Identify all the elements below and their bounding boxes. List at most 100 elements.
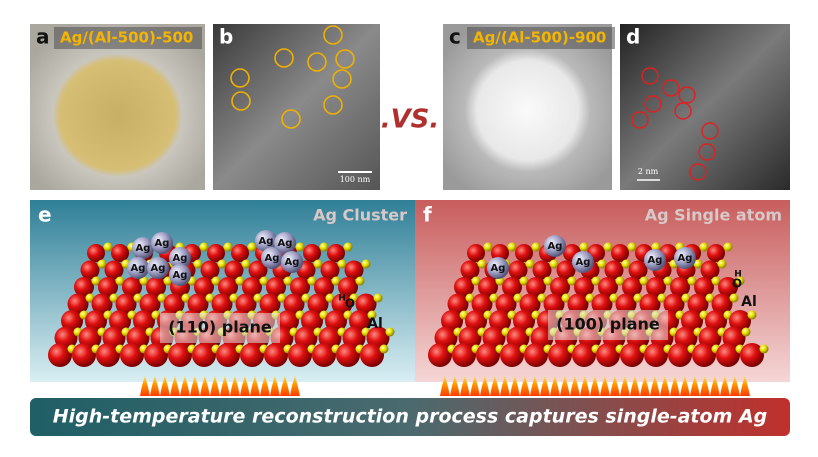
panel-letter: c bbox=[449, 25, 461, 49]
o-atom bbox=[687, 276, 697, 286]
al-o-atom bbox=[48, 343, 72, 367]
al-o-atom bbox=[471, 293, 493, 315]
al-o-atom bbox=[168, 343, 192, 367]
al-o-atom bbox=[109, 310, 131, 332]
atom-label: Ag bbox=[678, 253, 693, 264]
o-atom bbox=[97, 259, 107, 269]
atom-label: Ag bbox=[136, 243, 151, 254]
flame bbox=[220, 376, 230, 396]
al-o-atom bbox=[277, 310, 299, 332]
al-o-atom bbox=[331, 293, 353, 315]
flame bbox=[180, 376, 190, 396]
flame bbox=[550, 376, 560, 396]
scale-label: 2 nm bbox=[638, 167, 659, 176]
o-atom bbox=[519, 276, 529, 286]
al-o-atom bbox=[303, 244, 321, 262]
flame bbox=[640, 376, 650, 396]
flame bbox=[600, 376, 610, 396]
al-o-atom bbox=[355, 293, 377, 315]
al-o-atom bbox=[192, 343, 216, 367]
al-o-atom bbox=[200, 260, 220, 280]
al-o-atom bbox=[574, 277, 594, 297]
ag-atom bbox=[674, 247, 696, 269]
o-atom bbox=[549, 259, 559, 269]
flame bbox=[250, 376, 260, 396]
photo-c bbox=[443, 24, 612, 190]
flame bbox=[670, 376, 680, 396]
flame bbox=[540, 376, 550, 396]
plane-label: (100) plane bbox=[556, 315, 660, 334]
o-atom bbox=[223, 242, 233, 252]
o-atom bbox=[621, 259, 631, 269]
flame bbox=[470, 376, 480, 396]
al-o-atom bbox=[548, 343, 572, 367]
al-o-atom bbox=[98, 277, 118, 297]
flame bbox=[580, 376, 590, 396]
al-o-atom bbox=[111, 244, 129, 262]
al-o-atom bbox=[349, 310, 371, 332]
flame bbox=[460, 376, 470, 396]
o-atom bbox=[723, 242, 733, 252]
al-o-atom bbox=[344, 260, 364, 280]
al-o-atom bbox=[707, 244, 725, 262]
o-atom bbox=[331, 276, 341, 286]
atom-label: Ag bbox=[285, 257, 300, 268]
flame bbox=[590, 376, 600, 396]
flame bbox=[720, 376, 730, 396]
al-o-atom bbox=[312, 343, 336, 367]
al-o-atom bbox=[711, 293, 733, 315]
scale-label: 100 nm bbox=[340, 175, 371, 184]
ag-atom bbox=[169, 247, 191, 269]
species-label: H bbox=[338, 294, 346, 304]
flame bbox=[620, 376, 630, 396]
flame bbox=[510, 376, 520, 396]
flame bbox=[500, 376, 510, 396]
al-o-atom bbox=[668, 343, 692, 367]
al-o-atom bbox=[467, 244, 485, 262]
o-atom bbox=[729, 293, 739, 303]
panel-letter: b bbox=[219, 25, 233, 49]
ag-atom bbox=[132, 237, 154, 259]
al-o-atom bbox=[283, 293, 305, 315]
al-o-atom bbox=[460, 260, 480, 280]
al-o-atom bbox=[115, 293, 137, 315]
flame bbox=[200, 376, 210, 396]
al-o-atom bbox=[74, 277, 94, 297]
o-atom bbox=[313, 259, 323, 269]
o-atom bbox=[115, 276, 125, 286]
al-o-atom bbox=[218, 277, 238, 297]
flame bbox=[560, 376, 570, 396]
al-o-atom bbox=[591, 293, 613, 315]
o-atom bbox=[627, 242, 637, 252]
al-o-atom bbox=[360, 343, 384, 367]
ag-atom bbox=[169, 264, 191, 286]
al-o-atom bbox=[80, 260, 100, 280]
o-atom bbox=[639, 276, 649, 286]
particle-markers bbox=[230, 25, 355, 129]
o-atom bbox=[367, 310, 377, 320]
al-o-atom bbox=[139, 293, 161, 315]
al-o-atom bbox=[495, 293, 517, 315]
species-label: Al bbox=[367, 316, 383, 332]
species-label: H bbox=[734, 270, 742, 280]
flame bbox=[170, 376, 180, 396]
atom-label: Ag bbox=[265, 253, 280, 264]
al-o-atom bbox=[288, 343, 312, 367]
plane-bg bbox=[160, 313, 280, 343]
flame bbox=[680, 376, 690, 396]
species-label: O bbox=[345, 297, 355, 311]
al-o-atom bbox=[465, 310, 487, 332]
o-atom bbox=[603, 242, 613, 252]
o-atom bbox=[735, 276, 745, 286]
al-o-atom bbox=[500, 343, 524, 367]
o-atom bbox=[741, 327, 751, 337]
flame bbox=[140, 376, 150, 396]
ag-atom bbox=[544, 235, 566, 257]
flame bbox=[530, 376, 540, 396]
al-o-atom bbox=[681, 310, 703, 332]
al-o-atom bbox=[644, 343, 668, 367]
atom-label: Ag bbox=[173, 270, 188, 281]
al-o-atom bbox=[144, 343, 168, 367]
ag-atom bbox=[281, 251, 303, 273]
